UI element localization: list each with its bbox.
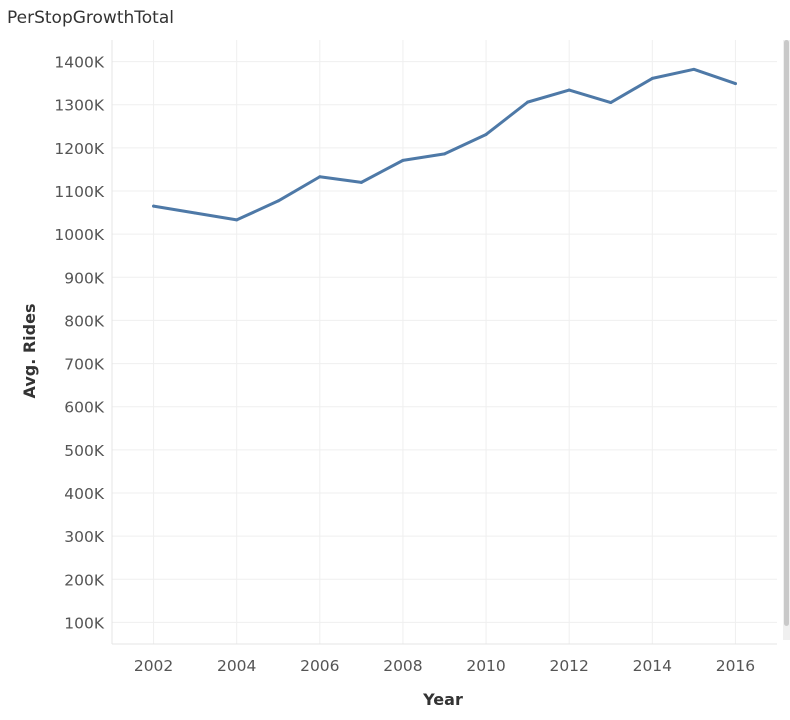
data-point[interactable] [526, 100, 530, 104]
y-tick-label: 1300K [54, 97, 104, 115]
x-tick-label: 2016 [716, 657, 755, 675]
data-point[interactable] [318, 175, 322, 179]
data-point[interactable] [443, 152, 446, 156]
data-point[interactable] [650, 76, 654, 80]
y-axis-ticks: 100K 200K 300K 400K 500K 600K 700K 800K 900K 1000… [54, 54, 104, 633]
x-tick-label: 2002 [134, 657, 173, 675]
data-point[interactable] [733, 82, 737, 86]
x-tick-label: 2006 [300, 657, 339, 675]
y-axis-title: Avg. Rides [20, 304, 39, 399]
data-point[interactable] [692, 67, 696, 71]
x-tick-label: 2010 [466, 657, 505, 675]
y-tick-label: 1000K [54, 226, 104, 244]
data-point[interactable] [401, 158, 405, 162]
y-tick-label: 500K [64, 442, 105, 460]
data-point[interactable] [484, 132, 488, 136]
x-tick-label: 2014 [633, 657, 672, 675]
grid-lines [112, 40, 777, 644]
data-point[interactable] [359, 180, 363, 184]
y-tick-label: 900K [64, 269, 105, 287]
series [152, 67, 737, 222]
sheet-title: PerStopGrowthTotal [7, 8, 174, 28]
y-tick-label: 800K [64, 312, 105, 330]
data-point[interactable] [567, 88, 571, 92]
x-tick-label: 2008 [383, 657, 422, 675]
data-point[interactable] [276, 199, 280, 203]
y-tick-label: 600K [64, 399, 105, 417]
x-tick-label: 2012 [549, 657, 588, 675]
data-point[interactable] [235, 218, 239, 222]
y-tick-label: 1100K [54, 183, 104, 201]
data-point[interactable] [609, 101, 613, 105]
y-tick-label: 300K [64, 528, 105, 546]
axes [111, 40, 777, 645]
series-line[interactable] [152, 67, 737, 222]
data-point[interactable] [193, 211, 197, 215]
y-tick-label: 700K [64, 356, 105, 374]
x-tick-label: 2004 [217, 657, 256, 675]
y-tick-label: 400K [64, 485, 105, 503]
y-tick-label: 1200K [54, 140, 104, 158]
vertical-scrollbar[interactable] [783, 40, 790, 640]
y-tick-label: 200K [64, 571, 105, 589]
x-axis-title: Year [422, 690, 463, 709]
data-point[interactable] [152, 204, 156, 208]
scrollbar-thumb[interactable] [784, 40, 789, 626]
x-axis-ticks: 2002 2004 2006 2008 2010 2012 2014 2016 [134, 657, 755, 675]
y-tick-label: 100K [64, 614, 105, 632]
y-tick-label: 1400K [54, 54, 104, 72]
